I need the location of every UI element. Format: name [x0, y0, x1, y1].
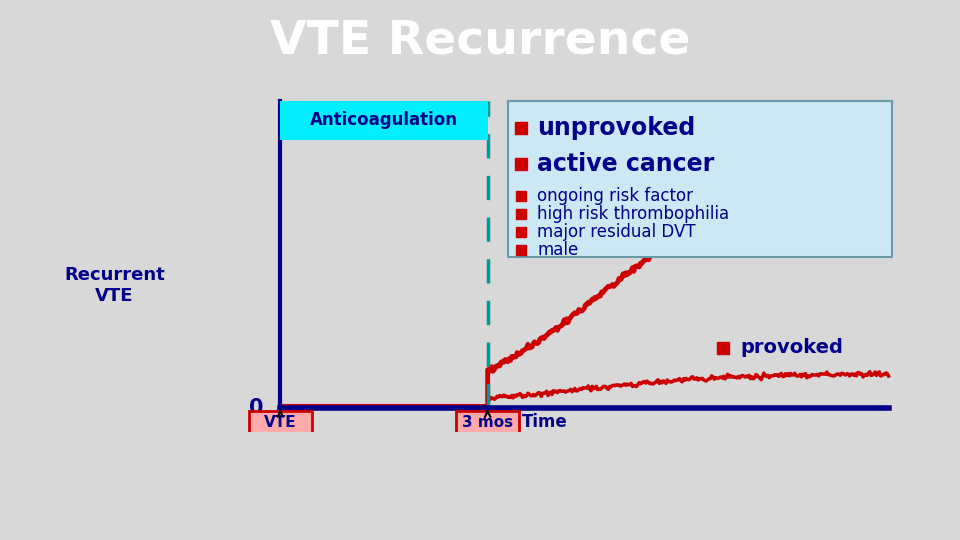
Text: male: male — [538, 241, 579, 259]
FancyBboxPatch shape — [509, 101, 892, 258]
Text: VTE Recurrence: VTE Recurrence — [270, 18, 690, 63]
Text: 3 mos: 3 mos — [462, 415, 514, 430]
FancyBboxPatch shape — [249, 411, 312, 434]
FancyBboxPatch shape — [280, 101, 488, 140]
Text: unprovoked: unprovoked — [538, 116, 696, 140]
Text: VTE: VTE — [264, 415, 297, 430]
Text: Recurrent
VTE: Recurrent VTE — [64, 266, 165, 305]
Text: active cancer: active cancer — [538, 152, 714, 176]
Text: major residual DVT: major residual DVT — [538, 223, 696, 241]
Text: Time: Time — [522, 413, 568, 431]
Text: high risk thrombophilia: high risk thrombophilia — [538, 205, 730, 222]
Text: provoked: provoked — [740, 338, 843, 357]
FancyBboxPatch shape — [456, 411, 519, 434]
Text: 0: 0 — [249, 398, 263, 418]
Text: Anticoagulation: Anticoagulation — [310, 111, 458, 130]
Text: ongoing risk factor: ongoing risk factor — [538, 187, 693, 205]
